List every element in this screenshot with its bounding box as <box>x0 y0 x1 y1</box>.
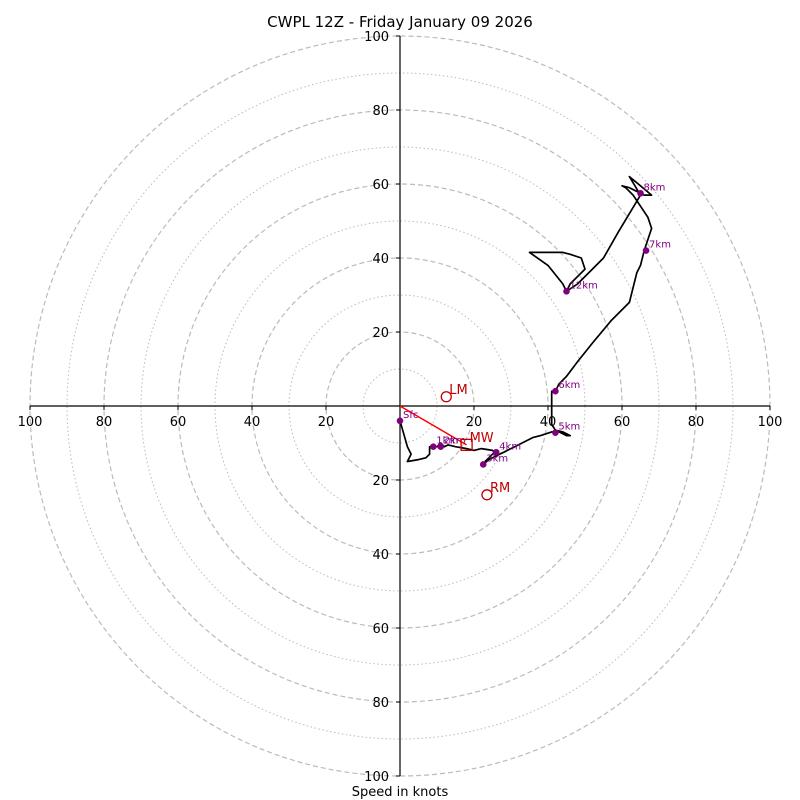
height-marker-dot <box>552 387 559 395</box>
storm-motion-marker <box>460 438 473 452</box>
bulk-shear-line <box>399 405 467 446</box>
storm-motion-label: MW <box>470 431 494 446</box>
y-tick-label: 40 <box>372 548 389 563</box>
height-marker-label: 1km <box>436 436 458 447</box>
height-marker-label: 2km <box>444 436 466 447</box>
height-marker-label: 5km <box>558 422 580 433</box>
height-marker-dot <box>552 429 559 436</box>
x-tick-label: 60 <box>170 415 187 430</box>
y-tick-label: 60 <box>372 178 389 193</box>
x-tick-label: 20 <box>318 415 335 430</box>
x-tick-label: 100 <box>758 415 783 430</box>
storm-motion-markers: LM MW RM <box>440 383 510 501</box>
shear-vector <box>399 405 467 446</box>
storm-motion-label: LM <box>449 383 467 398</box>
y-tick-label: 20 <box>372 474 389 489</box>
y-tick-label: 80 <box>372 696 389 711</box>
height-marker-dot <box>437 443 445 451</box>
y-tick-label: 100 <box>364 770 389 785</box>
height-marker-dot <box>396 417 404 425</box>
height-marker-dot <box>637 189 644 197</box>
y-tick-label: 80 <box>372 104 389 119</box>
storm-motion-label: RM <box>490 481 510 496</box>
height-marker-dot <box>492 448 500 456</box>
storm-motion-marker <box>440 391 452 403</box>
tick-labels: 100 80 60 40 20 20 40 60 80 100204060801002040608… <box>18 30 783 785</box>
height-marker-label: 4km <box>499 441 521 452</box>
x-tick-label: 40 <box>244 415 261 430</box>
storm-motion-marker <box>481 489 493 501</box>
x-axis-label: Speed in knots <box>352 785 449 800</box>
x-tick-label: 60 <box>614 415 631 430</box>
height-marker-dot <box>642 247 650 254</box>
x-tick-label: 80 <box>688 415 705 430</box>
height-marker-label: 7km <box>649 240 671 251</box>
height-marker-label: 3km <box>486 453 508 464</box>
y-tick-label: 100 <box>364 30 389 45</box>
height-marker-dot <box>479 461 487 468</box>
chart-title: CWPL 12Z - Friday January 09 2026 <box>267 13 533 31</box>
height-marker-dot <box>430 443 437 451</box>
x-tick-label: 100 <box>18 415 43 430</box>
height-marker-dot <box>563 288 570 295</box>
x-tick-label: 80 <box>96 415 113 430</box>
height-marker-label: 8km <box>644 182 666 193</box>
height-marker-label: 12km <box>570 280 598 291</box>
x-tick-label: 20 <box>466 415 483 430</box>
y-tick-label: 60 <box>372 622 389 637</box>
y-tick-label: 20 <box>372 326 389 341</box>
y-tick-label: 40 <box>372 252 389 267</box>
height-marker-label: Sfc <box>403 410 418 421</box>
height-marker-label: 6km <box>558 380 580 391</box>
